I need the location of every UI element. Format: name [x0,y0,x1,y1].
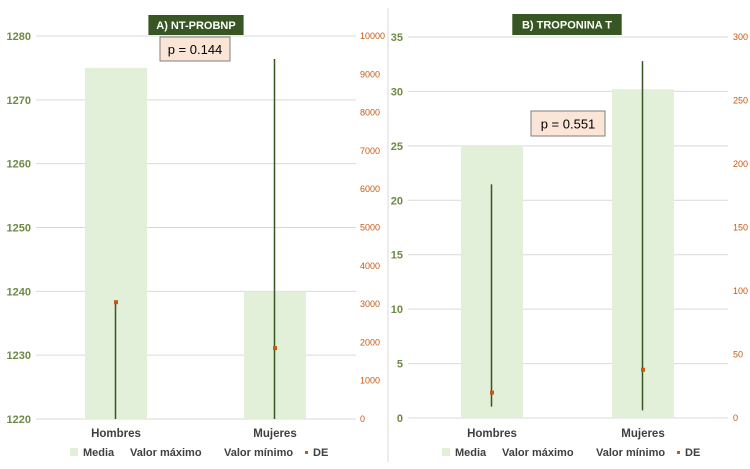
p-value-box [530,110,606,137]
right-axis-tick: 4000 [360,261,380,271]
left-axis-tick: 0 [397,413,403,425]
right-axis-tick: 0 [733,413,738,423]
right-axis-tick: 300 [733,32,748,42]
left-axis-tick: 1250 [7,223,31,235]
left-axis-tick: 30 [391,86,403,98]
left-axis-tick: 20 [391,195,403,207]
chart-title: A) NT-PROBNP [156,20,235,32]
legend-label: Media [455,447,487,459]
right-axis-tick: 50 [733,350,743,360]
right-axis-tick: 6000 [360,184,380,194]
chart-title: B) TROPONINA T [522,20,612,32]
left-axis-tick: 1230 [7,350,31,362]
right-axis-tick: 250 [733,96,748,106]
de-marker [490,390,494,395]
right-axis-tick: 9000 [360,69,380,79]
category-label: Mujeres [621,428,664,440]
legend-swatch-de [677,451,680,454]
legend-swatch-media [442,448,450,456]
right-axis-tick: 100 [733,286,748,296]
de-marker [273,346,277,351]
left-axis-tick: 1240 [7,286,31,298]
legend-label: Valor mínimo [596,447,665,459]
left-axis-tick: 1270 [7,95,31,107]
de-marker [641,367,645,372]
right-axis-tick: 150 [733,223,748,233]
right-axis-tick: 1000 [360,376,380,386]
legend-label: Valor máximo [502,447,574,459]
legend-swatch-de [305,451,308,454]
de-marker [114,300,118,305]
category-label: Mujeres [253,428,296,440]
right-axis-tick: 7000 [360,146,380,156]
left-axis-tick: 10 [391,304,403,316]
right-axis-tick: 200 [733,159,748,169]
left-axis-tick: 25 [391,141,403,153]
left-axis-tick: 1220 [7,414,31,426]
category-label: Hombres [467,428,517,440]
legend-label: Valor máximo [130,447,202,459]
right-axis-tick: 3000 [360,299,380,309]
category-label: Hombres [91,428,141,440]
legend-swatch-media [70,448,78,456]
left-axis-tick: 5 [397,359,403,371]
left-axis-tick: 1280 [7,31,31,43]
legend-label: DE [313,447,328,459]
right-axis-tick: 5000 [360,223,380,233]
chart-title-badge [512,14,622,35]
legend-label: Media [83,447,115,459]
right-axis-tick: 8000 [360,108,380,118]
legend-label: DE [685,447,700,459]
chart-title-badge [148,15,244,35]
right-axis-tick: 2000 [360,337,380,347]
legend-label: Valor mínimo [224,447,293,459]
left-axis-tick: 35 [391,32,403,44]
right-axis-tick: 0 [360,414,365,424]
p-value-annotation: p = 0.551 [541,117,596,132]
p-value-annotation: p = 0.144 [168,42,223,57]
left-axis-tick: 15 [391,250,403,262]
left-axis-tick: 1260 [7,159,31,171]
right-axis-tick: 10000 [360,31,385,41]
p-value-box [159,36,231,62]
